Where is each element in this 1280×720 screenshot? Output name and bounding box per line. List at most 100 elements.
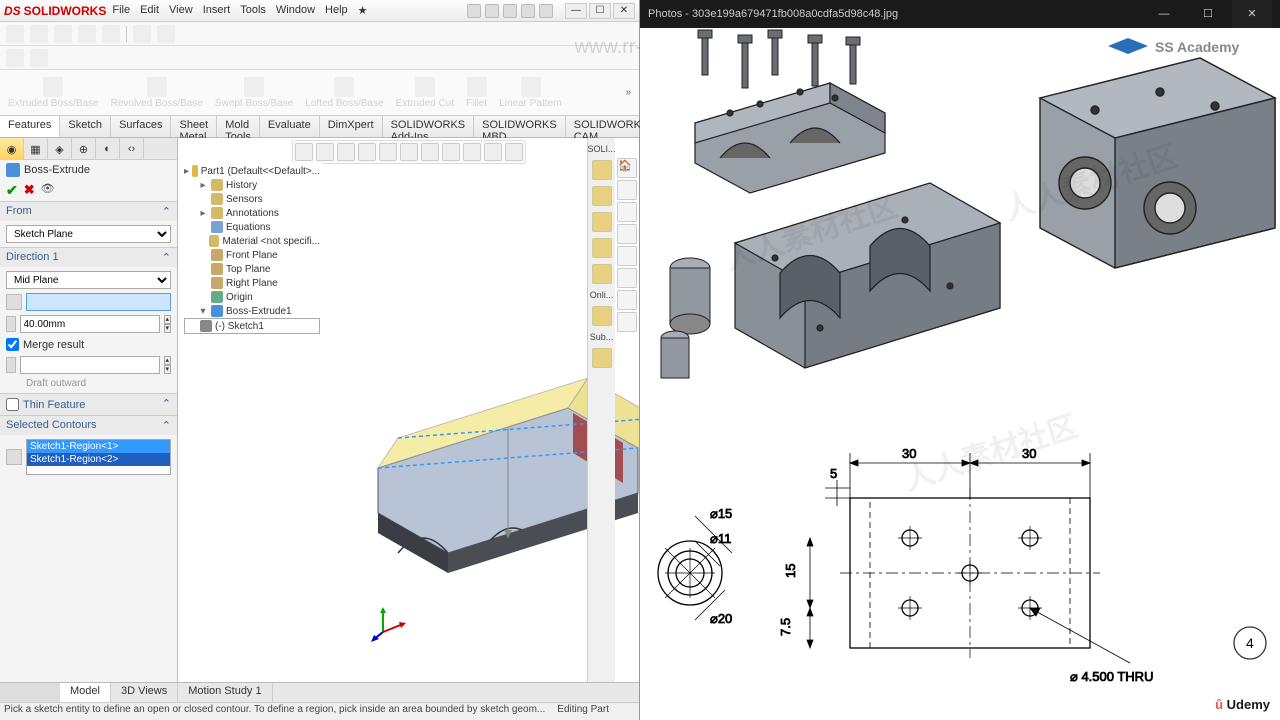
rib-swept-boss[interactable]: Swept Boss/Base: [215, 77, 293, 109]
photos-close[interactable]: ✕: [1232, 0, 1272, 28]
taskpane-prop-icon[interactable]: [592, 264, 612, 284]
tree-top-plane[interactable]: Top Plane: [184, 262, 320, 276]
pm-tab-config-icon[interactable]: ▦: [24, 138, 48, 160]
rib-fillet[interactable]: Fillet: [466, 77, 487, 109]
sb8-icon[interactable]: [617, 312, 637, 332]
settings-icon[interactable]: [505, 143, 523, 161]
section-direction[interactable]: Direction 1⌃: [0, 248, 177, 267]
photos-maximize[interactable]: ☐: [1188, 0, 1228, 28]
taskpane-view-icon[interactable]: [592, 212, 612, 232]
rib-extruded-boss[interactable]: Extruded Boss/Base: [8, 77, 99, 109]
tree-material[interactable]: Material <not specifi...: [184, 234, 320, 248]
bottom-tab-model[interactable]: Model: [60, 683, 111, 702]
pm-tab-5-icon[interactable]: ◐: [96, 138, 120, 160]
tree-sensors[interactable]: Sensors: [184, 192, 320, 206]
tb-dim-icon[interactable]: [133, 25, 151, 43]
print-icon[interactable]: [521, 4, 535, 18]
open-icon[interactable]: [485, 4, 499, 18]
sb4-icon[interactable]: [617, 224, 637, 244]
close-button[interactable]: ✕: [613, 3, 635, 19]
new-icon[interactable]: [467, 4, 481, 18]
tb-circle-icon[interactable]: [54, 25, 72, 43]
tree-front-plane[interactable]: Front Plane: [184, 248, 320, 262]
tree-right-plane[interactable]: Right Plane: [184, 276, 320, 290]
depth-down[interactable]: ▾: [164, 324, 172, 333]
options-icon[interactable]: [539, 4, 553, 18]
appearance-icon[interactable]: [463, 143, 481, 161]
section-from[interactable]: From⌃: [0, 202, 177, 221]
sb7-icon[interactable]: [617, 290, 637, 310]
direction-select[interactable]: Mid Plane: [6, 271, 171, 289]
tb-arc-icon[interactable]: [78, 25, 96, 43]
taskpane-res-icon[interactable]: [592, 160, 612, 180]
tab-sheetmetal[interactable]: Sheet Metal: [171, 116, 217, 137]
tab-addins[interactable]: SOLIDWORKS Add-Ins: [383, 116, 475, 137]
direction-vector-input[interactable]: [26, 293, 171, 311]
tb-rect-icon[interactable]: [30, 25, 48, 43]
view-orient-icon[interactable]: [400, 143, 418, 161]
rotate-icon[interactable]: [337, 143, 355, 161]
orientation-triad[interactable]: [368, 602, 408, 642]
sb3-icon[interactable]: [617, 202, 637, 222]
menu-tools[interactable]: Tools: [240, 4, 266, 17]
menu-star-icon[interactable]: ★: [358, 4, 368, 17]
tb2-a[interactable]: [6, 49, 24, 67]
zoom-icon[interactable]: [295, 143, 313, 161]
draft-icon[interactable]: [6, 357, 16, 373]
cancel-button[interactable]: ✖: [24, 182, 35, 199]
merge-checkbox[interactable]: Merge result: [6, 337, 171, 352]
tab-dimxpert[interactable]: DimXpert: [320, 116, 383, 137]
sb2-icon[interactable]: [617, 180, 637, 200]
minimize-button[interactable]: —: [565, 3, 587, 19]
menu-file[interactable]: File: [112, 4, 130, 17]
hide-show-icon[interactable]: [442, 143, 460, 161]
tree-boss-extrude[interactable]: ▾Boss-Extrude1: [184, 304, 320, 318]
tab-evaluate[interactable]: Evaluate: [260, 116, 320, 137]
menu-insert[interactable]: Insert: [203, 4, 231, 17]
tb-trim-icon[interactable]: [157, 25, 175, 43]
tab-mbd[interactable]: SOLIDWORKS MBD: [474, 116, 566, 137]
tab-sketch[interactable]: Sketch: [60, 116, 111, 137]
maximize-button[interactable]: ☐: [589, 3, 611, 19]
photo-viewport[interactable]: SS Academy: [640, 28, 1280, 720]
reverse-icon[interactable]: [6, 294, 22, 310]
tree-sketch1[interactable]: (-) Sketch1: [184, 318, 320, 334]
pm-tab-4-icon[interactable]: ⊕: [72, 138, 96, 160]
menu-edit[interactable]: Edit: [140, 4, 159, 17]
tb-spline-icon[interactable]: [102, 25, 120, 43]
preview-icon[interactable]: 👁: [41, 182, 55, 199]
tree-root[interactable]: ▸Part1 (Default<<Default>...: [184, 164, 320, 178]
taskpane-sub-label[interactable]: Sub...: [590, 332, 614, 342]
contour-item-1[interactable]: Sketch1-Region<1>: [27, 440, 170, 453]
depth-up[interactable]: ▴: [164, 315, 172, 324]
tab-moldtools[interactable]: Mold Tools: [217, 116, 260, 137]
tb2-b[interactable]: [30, 49, 48, 67]
menu-window[interactable]: Window: [276, 4, 315, 17]
photos-minimize[interactable]: —: [1144, 0, 1184, 28]
ok-button[interactable]: ✔: [6, 182, 18, 199]
taskpane-appear-icon[interactable]: [592, 238, 612, 258]
from-select[interactable]: Sketch Plane: [6, 225, 171, 243]
contour-item-2[interactable]: Sketch1-Region<2>: [27, 453, 170, 466]
tree-equations[interactable]: Equations: [184, 220, 320, 234]
rib-extruded-cut[interactable]: Extruded Cut: [396, 77, 454, 109]
viewport[interactable]: ▸Part1 (Default<<Default>... ▸History Se…: [178, 138, 639, 682]
fit-icon[interactable]: [379, 143, 397, 161]
pm-tab-feature-icon[interactable]: ◉: [0, 138, 24, 160]
contour-list[interactable]: Sketch1-Region<1> Sketch1-Region<2>: [26, 439, 171, 475]
tab-features[interactable]: Features: [0, 116, 60, 137]
tb-line-icon[interactable]: [6, 25, 24, 43]
taskpane-sw-label[interactable]: SOLI...: [588, 144, 616, 154]
display-style-icon[interactable]: [421, 143, 439, 161]
home-view-icon[interactable]: 🏠: [617, 158, 637, 178]
pm-tab-6-icon[interactable]: ‹›: [120, 138, 144, 160]
pan-icon[interactable]: [316, 143, 334, 161]
tree-origin[interactable]: Origin: [184, 290, 320, 304]
draft-input[interactable]: [20, 356, 160, 374]
menu-view[interactable]: View: [169, 4, 193, 17]
section-thin[interactable]: Thin Feature⌃: [0, 394, 177, 415]
rib-revolved-boss[interactable]: Revolved Boss/Base: [111, 77, 203, 109]
rib-pattern[interactable]: Linear Pattern: [499, 77, 562, 109]
taskpane-online-label[interactable]: Onli...: [590, 290, 614, 300]
depth-input[interactable]: [20, 315, 160, 333]
